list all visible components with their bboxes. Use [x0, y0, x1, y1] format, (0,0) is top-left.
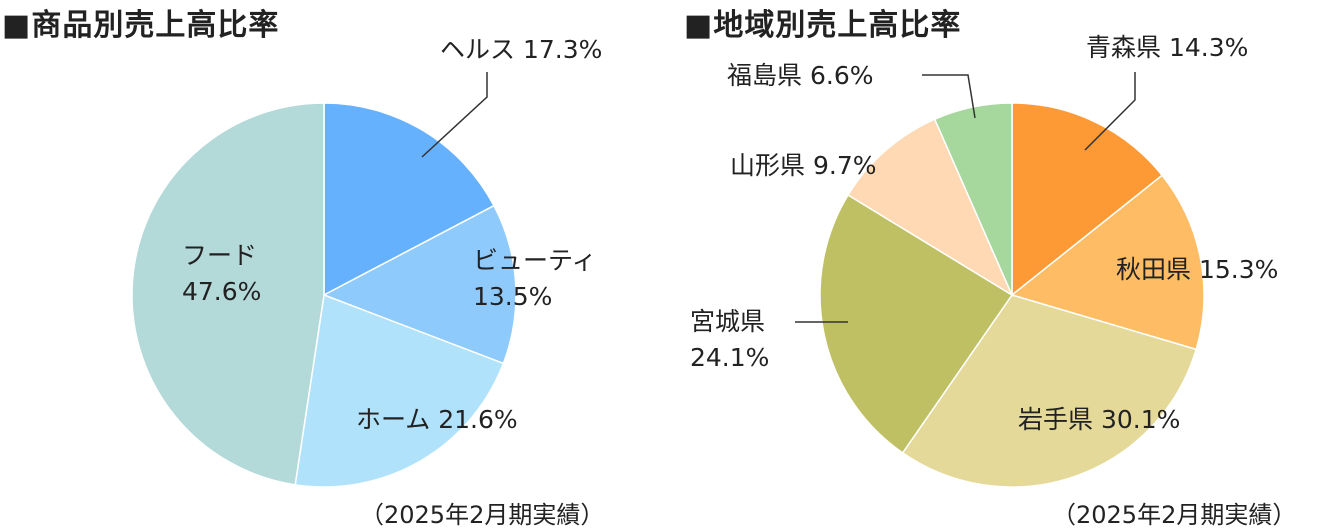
label-akita: 秋田県 15.3% [1116, 255, 1279, 284]
label-yamagata: 山形県 9.7% [730, 151, 877, 180]
region-pie [819, 102, 1205, 488]
label-food: フード 47.6% [182, 241, 262, 306]
pie-slice-2 [294, 293, 505, 488]
label-fukushima: 福島県 6.6% [727, 61, 874, 90]
label-home: ホーム 21.6% [356, 405, 518, 434]
left-chart-title: ■商品別売上高比率 [2, 8, 280, 43]
pie-slice-1 [322, 204, 517, 365]
right-chart-note: （2025年2月期実績） [1052, 501, 1297, 529]
label-health: ヘルス 17.3% [440, 35, 603, 64]
leader-line-aomori [1084, 72, 1136, 151]
label-miyagi: 宮城県 24.1% [690, 307, 770, 372]
pie-slice-2 [901, 294, 1198, 488]
label-iwate: 岩手県 30.1% [1018, 405, 1181, 434]
label-aomori: 青森県 14.3% [1086, 33, 1249, 62]
leader-line-fukushima [922, 74, 976, 119]
pie-slice-1 [1010, 174, 1205, 351]
pie-slice-3 [131, 102, 325, 486]
product-pie [131, 102, 517, 488]
label-beauty: ビューティ 13.5% [473, 246, 597, 311]
left-chart-note: （2025年2月期実績） [360, 501, 605, 529]
pie-slice-4 [847, 118, 1014, 297]
leader-line-health [421, 72, 488, 158]
pie-slice-0 [1011, 102, 1164, 297]
right-chart-title: ■地域別売上高比率 [684, 8, 962, 43]
pie-slice-3 [819, 193, 1014, 454]
pie-slice-0 [323, 102, 495, 297]
